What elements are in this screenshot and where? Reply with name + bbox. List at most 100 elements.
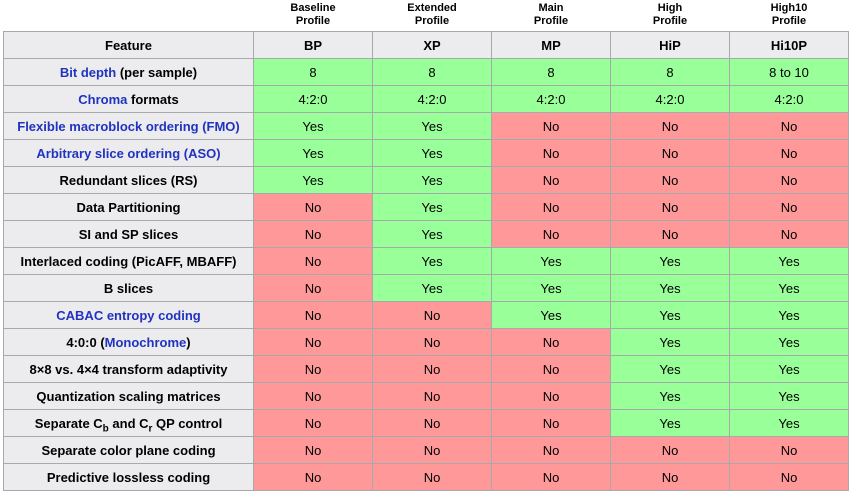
feature-cell: SI and SP slices [3, 220, 254, 248]
feature-column-header: Feature [3, 31, 254, 59]
value-cell: Yes [491, 274, 611, 302]
value-cell: No [491, 463, 611, 491]
table-row: Predictive lossless coding No No No No No [3, 463, 849, 491]
feature-text: B slices [103, 280, 154, 296]
feature-text: formats [127, 91, 179, 107]
profile-label: Main Profile [491, 1, 611, 32]
value-cell: 4:2:0 [372, 85, 492, 113]
value-cell: Yes [729, 247, 849, 275]
value-cell: No [610, 436, 730, 464]
value-cell: No [491, 436, 611, 464]
feature-link[interactable]: Arbitrary slice ordering (ASO) [36, 145, 221, 161]
value-cell: No [372, 301, 492, 329]
value-cell: No [491, 139, 611, 167]
table-header-row: Feature BP XP MP HiP Hi10P [3, 31, 849, 59]
value-cell: No [253, 436, 373, 464]
feature-link[interactable]: Chroma [78, 91, 128, 107]
value-cell: No [253, 382, 373, 410]
value-cell: No [491, 166, 611, 194]
value-cell: No [491, 382, 611, 410]
table-row: CABAC entropy coding No No Yes Yes Yes [3, 301, 849, 329]
profile-abbr-header: XP [372, 31, 492, 59]
profile-abbr-header: HiP [610, 31, 730, 59]
value-cell: No [729, 166, 849, 194]
table-row: Chroma formats 4:2:0 4:2:0 4:2:0 4:2:0 4:2:0 [3, 85, 849, 113]
value-cell: No [610, 139, 730, 167]
value-cell: Yes [372, 247, 492, 275]
feature-text: QP control [152, 415, 223, 431]
value-cell: No [729, 220, 849, 248]
profile-label: High10 Profile [729, 1, 849, 32]
feature-link[interactable]: Flexible macroblock ordering (FMO) [17, 118, 240, 134]
value-cell: Yes [610, 247, 730, 275]
value-cell: Yes [729, 328, 849, 356]
profile-abbr-header: Hi10P [729, 31, 849, 59]
feature-text: SI and SP slices [78, 226, 179, 242]
profile-label: Baseline Profile [253, 1, 373, 32]
feature-cell: 4:0:0 (Monochrome) [3, 328, 254, 356]
table-row: Arbitrary slice ordering (ASO) Yes Yes No No… [3, 139, 849, 167]
value-cell: Yes [610, 355, 730, 383]
value-cell: Yes [610, 328, 730, 356]
value-cell: No [372, 382, 492, 410]
table-row: Interlaced coding (PicAFF, MBAFF) No Yes Ye… [3, 247, 849, 275]
feature-cell: CABAC entropy coding [3, 301, 254, 329]
value-cell: Yes [253, 112, 373, 140]
feature-text: 4:0:0 ( [66, 334, 105, 350]
feature-text: and C [108, 415, 149, 431]
profile-labels-row: Baseline Profile Extended Profile Main Pro… [3, 1, 849, 32]
feature-text: Separate C [34, 415, 103, 431]
value-cell: No [491, 409, 611, 437]
value-cell: No [729, 193, 849, 221]
value-cell: No [610, 112, 730, 140]
feature-cell: Interlaced coding (PicAFF, MBAFF) [3, 247, 254, 275]
value-cell: No [610, 166, 730, 194]
profile-label-spacer [3, 1, 254, 32]
feature-link[interactable]: CABAC entropy coding [56, 307, 201, 323]
value-cell: No [491, 193, 611, 221]
value-cell: No [253, 247, 373, 275]
value-cell: No [610, 463, 730, 491]
value-cell: No [253, 193, 373, 221]
value-cell: Yes [253, 139, 373, 167]
value-cell: 8 [610, 58, 730, 86]
value-cell: Yes [729, 355, 849, 383]
feature-link[interactable]: Bit depth [59, 64, 117, 80]
value-cell: Yes [372, 193, 492, 221]
table-row: B slices No Yes Yes Yes Yes [3, 274, 849, 302]
value-cell: Yes [372, 139, 492, 167]
value-cell: No [610, 193, 730, 221]
value-cell: Yes [372, 166, 492, 194]
value-cell: No [372, 328, 492, 356]
value-cell: No [253, 220, 373, 248]
table-body: Bit depth (per sample) 8 8 8 8 8 to 10 Chroma … [3, 58, 849, 491]
profile-label: Extended Profile [372, 1, 492, 32]
value-cell: Yes [610, 274, 730, 302]
feature-cell: B slices [3, 274, 254, 302]
value-cell: No [253, 409, 373, 437]
feature-cell: Redundant slices (RS) [3, 166, 254, 194]
table-row: 4:0:0 (Monochrome) No No No Yes Yes [3, 328, 849, 356]
value-cell: No [729, 112, 849, 140]
value-cell: 8 [372, 58, 492, 86]
value-cell: No [372, 409, 492, 437]
value-cell: Yes [253, 166, 373, 194]
feature-cell: 8×8 vs. 4×4 transform adaptivity [3, 355, 254, 383]
value-cell: Yes [372, 220, 492, 248]
feature-cell: Data Partitioning [3, 193, 254, 221]
profile-abbr-header: BP [253, 31, 373, 59]
value-cell: Yes [729, 301, 849, 329]
feature-subscript: b [102, 423, 109, 435]
feature-text: Quantization scaling matrices [36, 388, 221, 404]
table-row: SI and SP slices No Yes No No No [3, 220, 849, 248]
feature-cell: Quantization scaling matrices [3, 382, 254, 410]
value-cell: No [372, 436, 492, 464]
table-row: Separate color plane coding No No No No No [3, 436, 849, 464]
feature-link[interactable]: Monochrome [104, 334, 187, 350]
value-cell: Yes [491, 301, 611, 329]
feature-cell: Separate color plane coding [3, 436, 254, 464]
value-cell: 8 to 10 [729, 58, 849, 86]
value-cell: Yes [610, 301, 730, 329]
value-cell: No [253, 328, 373, 356]
